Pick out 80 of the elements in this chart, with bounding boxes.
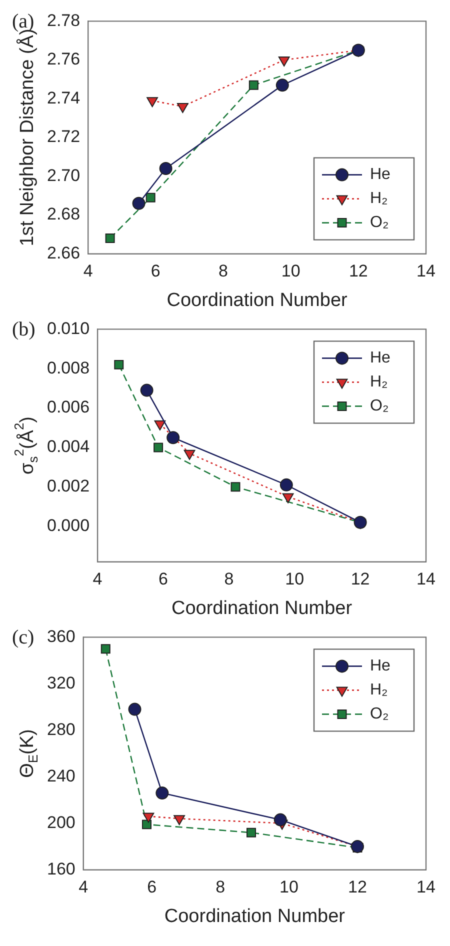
legend-label: H₂ <box>370 190 388 208</box>
point <box>142 812 154 823</box>
legend-label: He <box>370 166 391 184</box>
x-tick-label: 6 <box>150 262 160 281</box>
y-tick-label: 2.70 <box>46 166 80 185</box>
y-tick-label: 2.68 <box>46 204 80 224</box>
point <box>146 97 158 108</box>
x-tick-label: 4 <box>92 570 102 589</box>
point <box>274 813 287 826</box>
legend-label: He <box>370 350 391 367</box>
legend-label: O₂ <box>370 398 389 415</box>
y-tick-label: 0.002 <box>46 476 90 496</box>
legend-label: O₂ <box>370 706 389 723</box>
point <box>166 431 180 444</box>
y-axis-title: σs2(Å2) <box>12 416 41 475</box>
point <box>154 420 166 430</box>
x-tick-label: 12 <box>350 570 370 589</box>
text: (c) <box>12 626 34 648</box>
point <box>142 820 152 830</box>
y-tick-label: 2.74 <box>46 88 80 108</box>
point <box>140 384 154 397</box>
x-tick-label: 4 <box>83 262 93 281</box>
y-tick-label: 0.000 <box>46 516 90 536</box>
point <box>350 840 364 854</box>
x-tick-label: 14 <box>416 570 436 589</box>
y-tick-label: 240 <box>46 766 76 786</box>
x-axis-title: Coordination Number <box>166 290 348 311</box>
point <box>280 478 293 492</box>
x-tick-label: 12 <box>348 878 367 897</box>
y-tick-label: 2.66 <box>46 243 80 262</box>
y-tick-label: 360 <box>46 626 76 646</box>
x-tick-label: 10 <box>285 570 304 589</box>
point <box>154 442 164 452</box>
x-tick-label: 8 <box>216 878 226 897</box>
point <box>100 644 110 654</box>
x-tick-label: 10 <box>279 878 298 897</box>
point <box>276 78 289 92</box>
point <box>159 162 172 176</box>
point <box>246 828 256 838</box>
y-tick-label: 160 <box>46 859 76 878</box>
point <box>177 102 188 113</box>
point <box>105 234 115 244</box>
x-tick-label: 8 <box>218 262 228 281</box>
y-tick-label: 200 <box>46 812 76 832</box>
y-tick-label: 0.004 <box>46 437 90 456</box>
point <box>278 56 290 66</box>
point <box>128 702 142 716</box>
y-tick-label: 2.78 <box>46 10 80 30</box>
point <box>132 196 146 210</box>
point <box>114 360 124 370</box>
x-tick-label: 14 <box>416 878 436 897</box>
x-tick-label: 8 <box>224 570 234 589</box>
y-tick-label: 2.76 <box>46 50 80 69</box>
point <box>230 482 240 492</box>
y-tick-label: 320 <box>46 673 76 692</box>
point <box>156 786 169 800</box>
legend-label: O₂ <box>370 214 389 232</box>
point <box>174 815 185 826</box>
x-tick-label: 12 <box>348 262 368 281</box>
legend-label: He <box>370 658 391 675</box>
text: (b) <box>12 318 36 340</box>
y-tick-label: 280 <box>46 720 76 739</box>
y-tick-label: 0.010 <box>46 318 90 338</box>
legend-label: H₂ <box>370 374 388 391</box>
y-tick-label: 2.72 <box>46 127 80 146</box>
x-tick-label: 4 <box>78 878 88 897</box>
x-tick-label: 10 <box>281 262 300 281</box>
x-tick-label: 14 <box>416 262 436 281</box>
point <box>248 80 258 90</box>
x-axis-title: Coordination Number <box>164 906 346 927</box>
x-tick-label: 6 <box>158 570 168 589</box>
point <box>184 450 196 460</box>
y-axis-title: ΘE(K) <box>17 729 41 778</box>
point <box>282 493 294 504</box>
point <box>146 192 156 202</box>
y-tick-label: 0.008 <box>46 358 90 378</box>
y-tick-label: 0.006 <box>46 398 90 417</box>
x-tick-label: 6 <box>147 878 157 897</box>
x-axis-title: Coordination Number <box>171 598 353 619</box>
legend-label: H₂ <box>370 682 388 699</box>
